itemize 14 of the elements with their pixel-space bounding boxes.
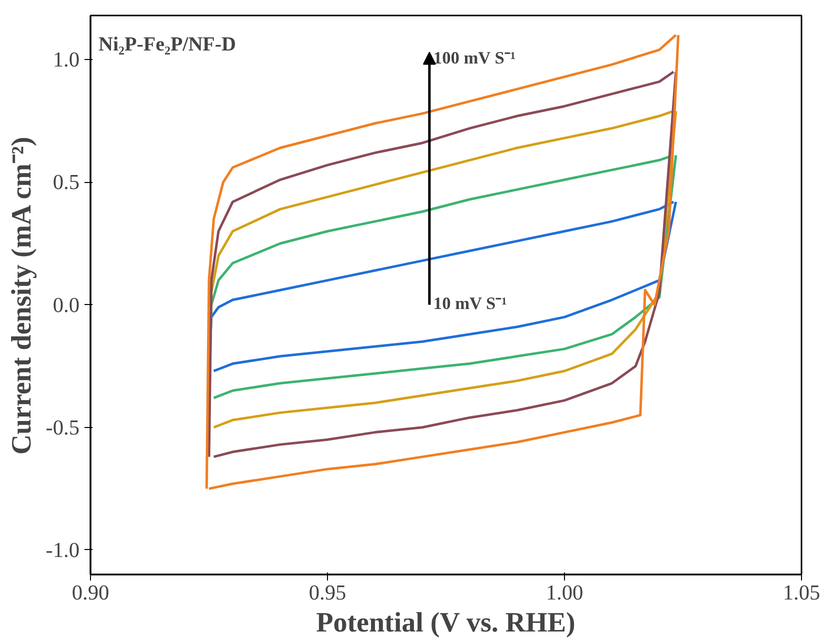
y-tick-label: 1.0 (52, 48, 80, 72)
annotation: 100 mV S⁻¹ (433, 48, 516, 68)
x-tick-label: 1.00 (546, 580, 584, 604)
x-axis-title: Potential (V vs. RHE) (316, 608, 576, 638)
y-tick-label: -1.0 (46, 538, 80, 562)
text: Ni₂P-Fe₂P/NF-D (98, 34, 236, 56)
x-tick-label: 0.95 (308, 580, 346, 604)
y-tick-label: 0.0 (52, 292, 80, 317)
y-axis-title: Current density (mA cm⁻²) (6, 136, 38, 455)
x-tick-label: 0.90 (72, 580, 110, 604)
y-tick-label: 0.5 (52, 170, 80, 194)
y-tick-label: -0.5 (46, 415, 80, 440)
x-tick-label: 1.05 (782, 580, 820, 604)
annotation: 10 mV S⁻¹ (433, 294, 507, 313)
